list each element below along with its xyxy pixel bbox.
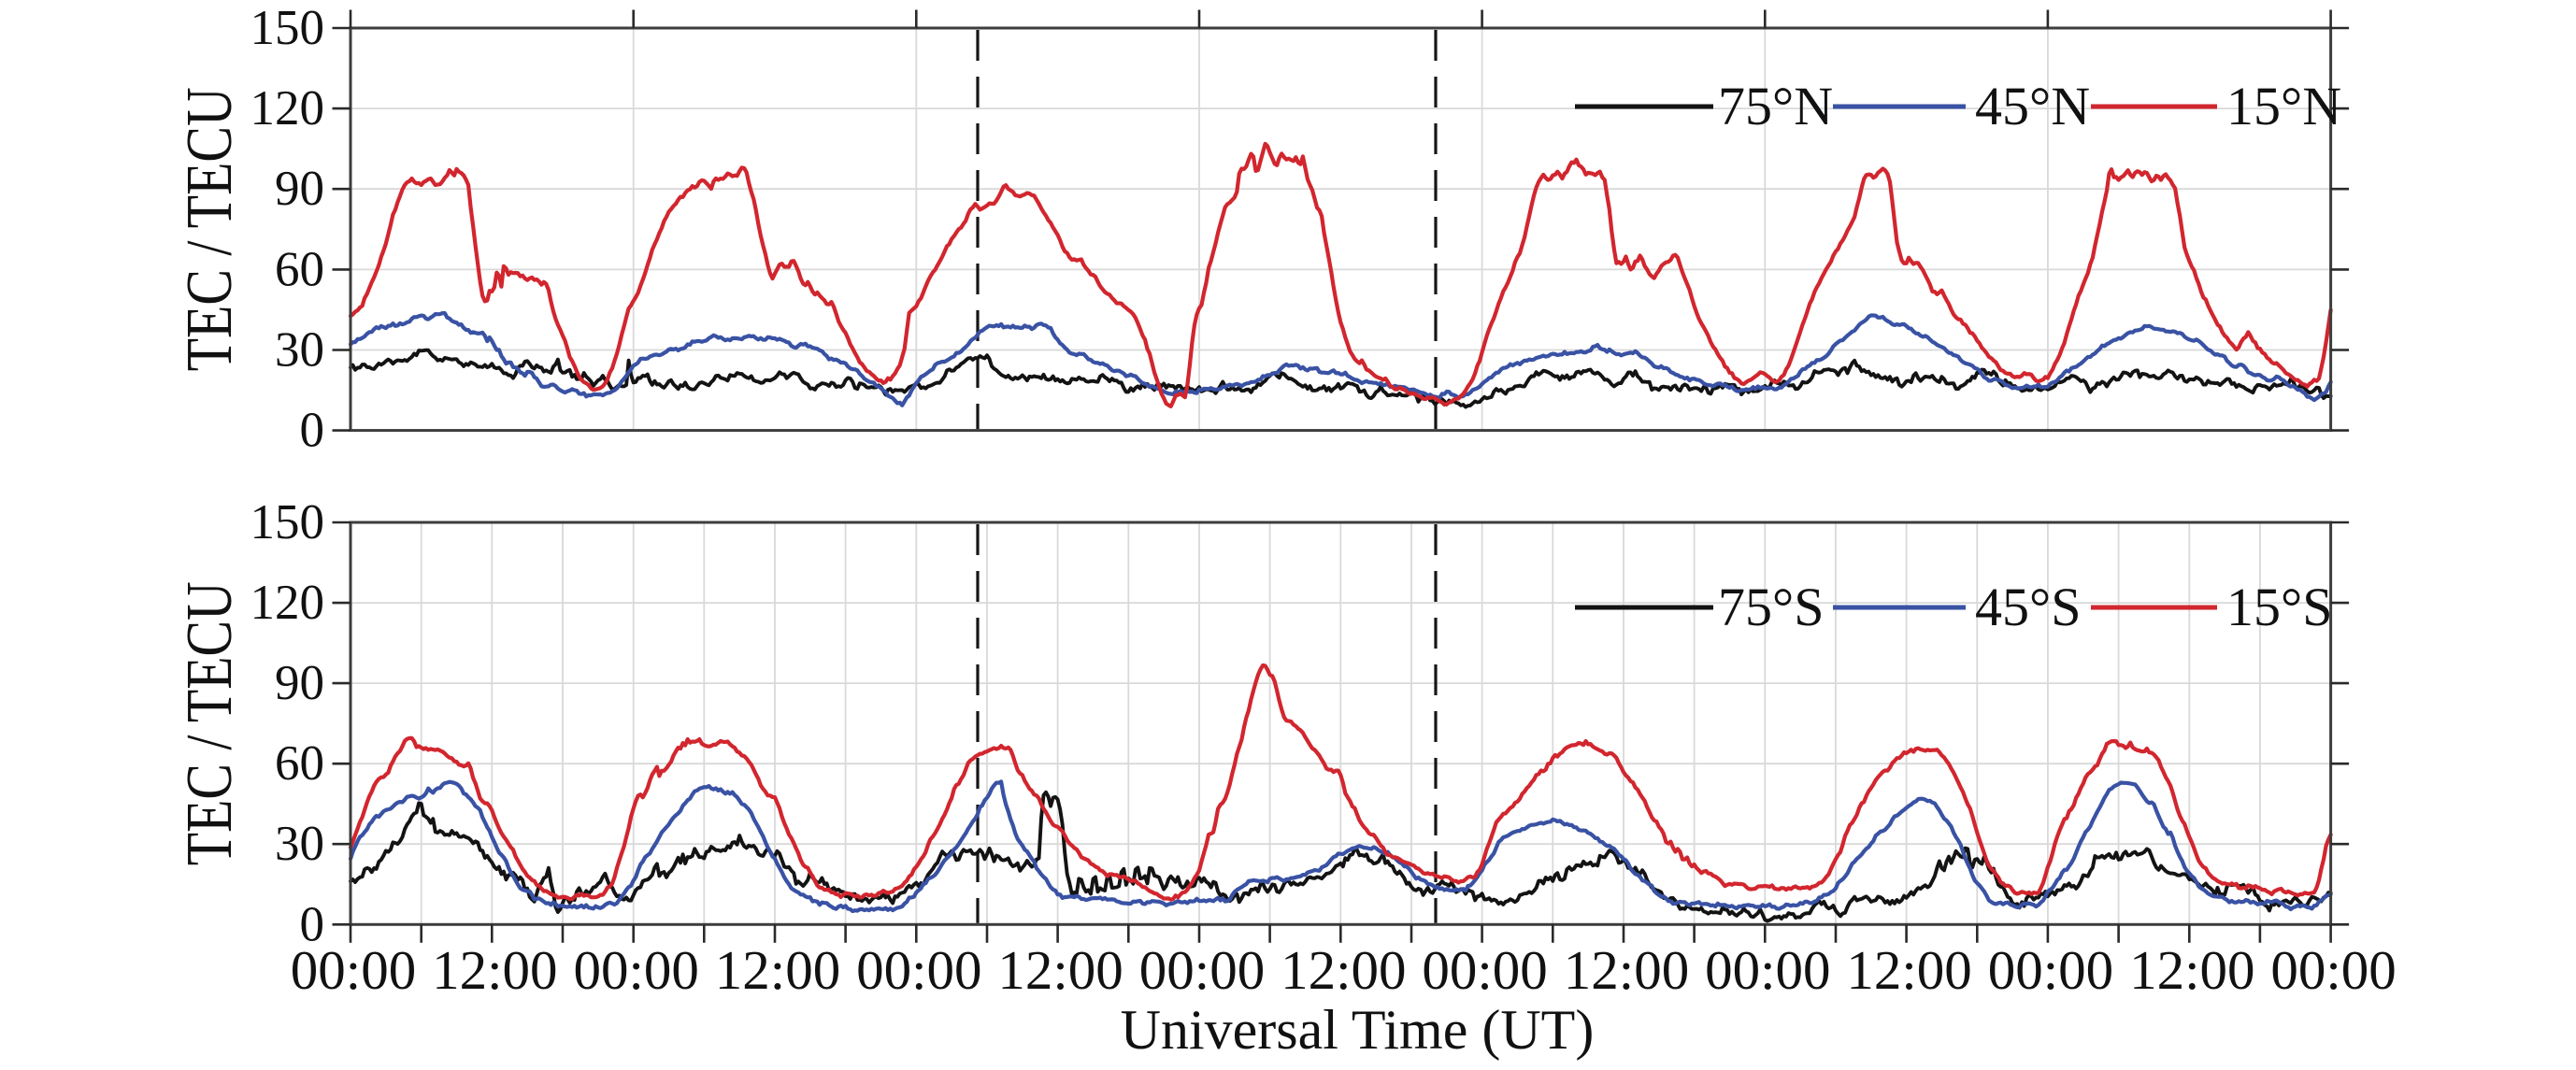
svg-text:00:00: 00:00: [856, 939, 981, 1001]
svg-text:45°N: 45°N: [1975, 76, 2090, 136]
svg-text:75°S: 75°S: [1718, 577, 1824, 637]
svg-text:90: 90: [275, 656, 324, 710]
svg-text:00:00: 00:00: [573, 939, 698, 1001]
svg-text:12:00: 12:00: [1846, 939, 1971, 1001]
svg-text:75°N: 75°N: [1718, 76, 1833, 136]
svg-text:12:00: 12:00: [432, 939, 557, 1001]
svg-text:30: 30: [275, 817, 324, 871]
svg-text:TEC / TECU: TEC / TECU: [174, 87, 246, 371]
svg-text:00:00: 00:00: [1988, 939, 2113, 1001]
svg-text:60: 60: [275, 242, 324, 296]
svg-text:0: 0: [300, 404, 325, 458]
svg-text:12:00: 12:00: [2129, 939, 2254, 1001]
svg-text:60: 60: [275, 736, 324, 791]
svg-text:150: 150: [250, 1, 325, 55]
svg-text:Universal Time (UT): Universal Time (UT): [1121, 999, 1595, 1061]
svg-text:00:00: 00:00: [1705, 939, 1830, 1001]
svg-text:TEC / TECU: TEC / TECU: [174, 581, 246, 865]
svg-text:15°N: 15°N: [2226, 76, 2341, 136]
svg-text:120: 120: [250, 81, 325, 136]
svg-text:12:00: 12:00: [1564, 939, 1689, 1001]
svg-text:15°S: 15°S: [2226, 577, 2332, 637]
svg-text:45°S: 45°S: [1975, 577, 2081, 637]
svg-text:12:00: 12:00: [997, 939, 1123, 1001]
svg-text:0: 0: [300, 897, 325, 951]
svg-text:120: 120: [250, 576, 325, 630]
svg-text:30: 30: [275, 323, 324, 378]
svg-text:00:00: 00:00: [291, 939, 416, 1001]
svg-text:90: 90: [275, 162, 324, 216]
svg-text:00:00: 00:00: [1139, 939, 1265, 1001]
svg-text:00:00: 00:00: [2270, 939, 2396, 1001]
svg-text:00:00: 00:00: [1422, 939, 1547, 1001]
svg-text:12:00: 12:00: [1281, 939, 1406, 1001]
svg-text:12:00: 12:00: [715, 939, 840, 1001]
svg-text:150: 150: [250, 495, 325, 549]
